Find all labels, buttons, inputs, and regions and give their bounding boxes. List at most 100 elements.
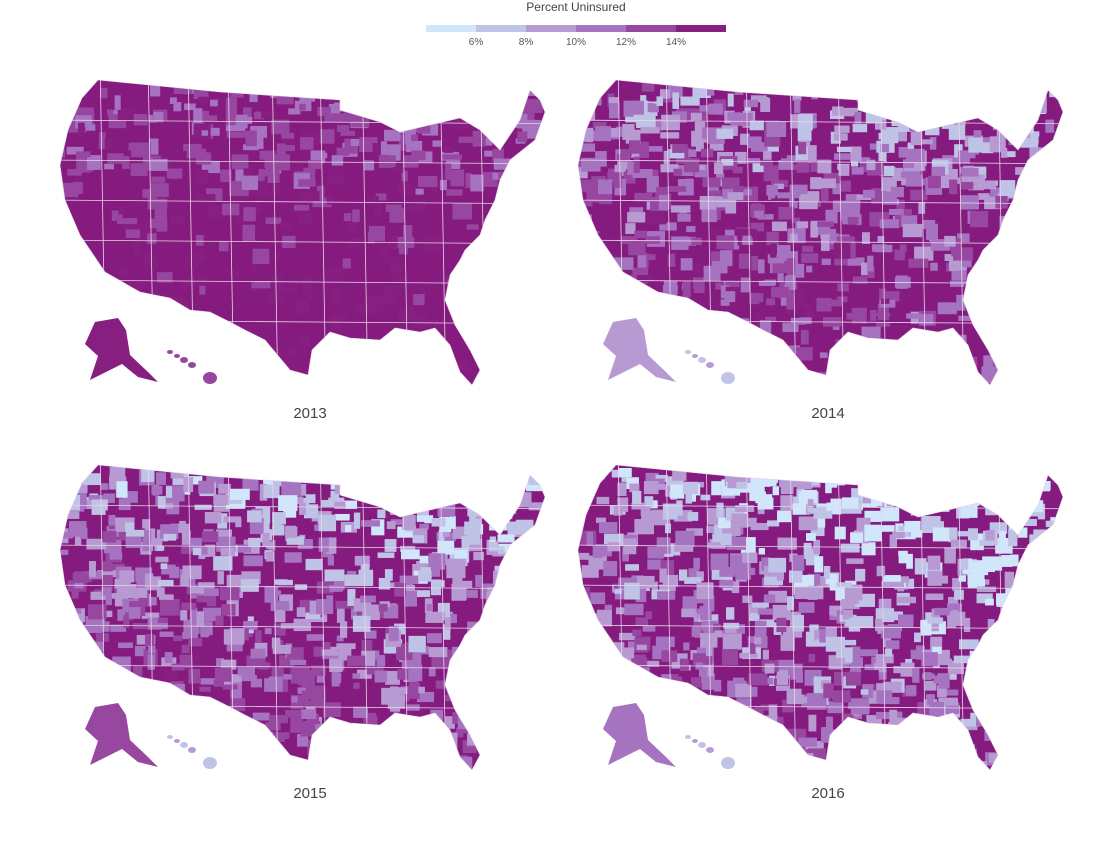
county-patch [997,666,1018,680]
county-patch [207,204,225,219]
county-patch [528,673,540,688]
county-patch [944,254,955,261]
county-patch [188,669,201,684]
county-patch [305,612,321,620]
county-patch [608,102,620,119]
county-patch [467,621,483,639]
county-patch [800,696,810,704]
county-patch [512,609,526,617]
county-patch [164,652,173,664]
county-patch [749,720,762,733]
county-patch [719,317,738,326]
county-patch [525,181,541,189]
county-patch [958,639,979,650]
county-patch [860,689,869,695]
county-patch [198,110,210,122]
county-patch [614,583,622,591]
county-patch [997,628,1016,635]
county-patch [404,591,418,607]
county-patch [697,339,705,354]
county-patch [507,217,521,233]
county-patch [493,570,504,585]
county-patch [1033,540,1042,547]
county-patch [334,84,352,91]
county-patch [457,361,471,372]
county-patch [478,466,498,473]
county-patch [679,658,689,671]
map-year-label: 2013 [293,405,327,422]
us-outline [577,79,1064,386]
county-patch [344,574,364,587]
county-patch [366,195,379,207]
county-patch [592,122,607,128]
county-patch [768,352,779,367]
county-patch [381,582,402,588]
county-patch [843,110,854,117]
county-patch [634,519,655,535]
county-patch [722,709,731,723]
county-patch [664,523,672,534]
county-patch [1003,491,1020,500]
county-patch [1042,165,1050,183]
county-patch [606,127,619,137]
us-outline [59,464,546,771]
county-patch [846,359,858,367]
county-patch [768,474,779,483]
county-patch [66,660,76,675]
county-patch [666,748,683,755]
county-patch [881,742,898,755]
county-patch [794,99,801,114]
choropleth-map [59,464,546,771]
county-patch [103,493,115,503]
county-patch [808,653,816,663]
county-patch [1044,154,1052,171]
county-patch [101,691,117,705]
county-patch [999,630,1016,647]
county-patch [300,191,320,201]
county-patch [361,520,380,527]
county-patch [368,733,383,741]
county-patch [770,180,789,188]
county-patch [860,85,867,98]
county-patch [904,208,912,216]
county-patch [892,739,912,757]
county-patch [627,212,646,223]
county-patch [796,157,810,173]
county-patch [402,515,416,531]
county-patch [759,619,775,628]
county-patch [466,224,479,230]
county-patch [778,160,794,170]
county-patch [754,635,762,645]
county-patch [716,502,724,518]
county-patch [303,504,319,519]
county-patch [911,109,931,115]
county-patch [901,470,910,481]
county-patch [428,114,440,122]
county-patch [79,655,87,665]
county-patch [281,136,296,144]
county-patch [521,647,535,664]
county-patch [803,542,812,560]
hawaii-island [174,354,180,358]
county-patch [430,709,444,726]
county-patch [578,106,596,121]
county-patch [598,522,618,534]
county-patch [174,753,187,768]
county-patch [242,478,259,491]
county-patch [813,510,833,519]
county-patch [954,589,964,600]
county-patch [711,481,724,496]
county-patch [60,618,81,636]
county-patch [956,294,966,311]
county-patch [702,127,722,140]
county-patch [1002,271,1019,284]
county-patch [643,481,659,495]
county-patch [578,677,584,691]
county-patch [525,760,542,770]
county-patch [329,658,343,673]
county-patch [847,217,859,225]
county-patch [405,719,416,727]
county-patch [771,198,790,207]
county-patch [734,84,744,95]
county-patch [272,525,285,536]
